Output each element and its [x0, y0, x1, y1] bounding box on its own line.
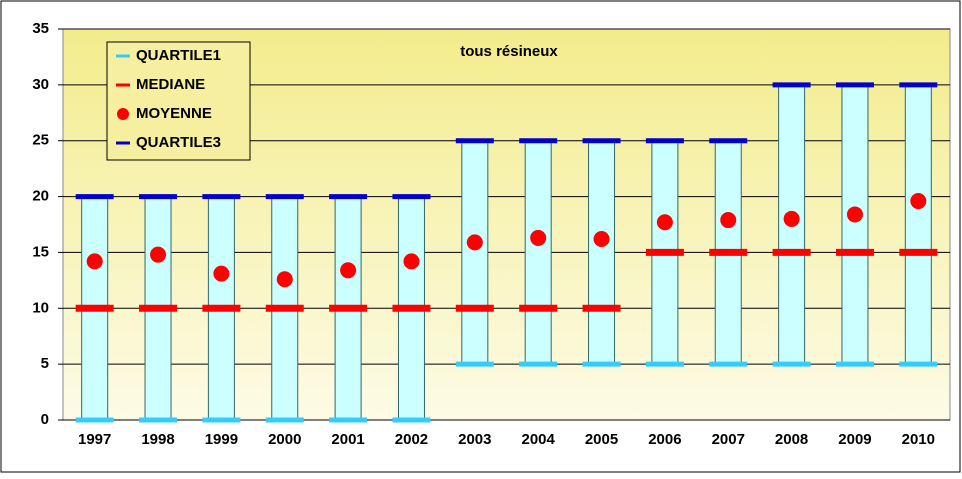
box: [524, 140, 552, 365]
box: [904, 84, 932, 365]
x-tick-label: 2001: [331, 431, 364, 448]
y-tick-label: 5: [41, 355, 49, 372]
box: [841, 84, 869, 365]
mean-dot: [466, 234, 483, 251]
y-tick-label: 35: [32, 20, 49, 37]
mean-dot: [403, 253, 420, 270]
mean-dot: [340, 262, 357, 279]
x-tick-label: 2007: [712, 431, 745, 448]
x-tick-label: 2000: [268, 431, 301, 448]
y-tick-label: 15: [32, 243, 49, 260]
mean-dot: [910, 193, 927, 210]
x-tick-label: 2009: [838, 431, 871, 448]
chart-title: tous résineux: [460, 43, 558, 60]
box: [461, 140, 489, 365]
mean-dot: [150, 246, 167, 263]
legend-label: MOYENNE: [136, 105, 212, 122]
x-tick-label: 1999: [205, 431, 238, 448]
mean-dot: [276, 271, 293, 288]
mean-dot: [656, 214, 673, 231]
x-tick-label: 2004: [521, 431, 555, 448]
y-tick-label: 30: [32, 76, 49, 93]
x-tick-label: 1997: [78, 431, 111, 448]
legend-label: MEDIANE: [136, 76, 205, 93]
mean-dot: [720, 212, 737, 229]
y-tick-label: 25: [32, 132, 49, 149]
x-tick-label: 1998: [141, 431, 174, 448]
legend-label: QUARTILE3: [136, 134, 221, 151]
legend-swatch: [117, 108, 129, 120]
mean-dot: [213, 265, 230, 282]
mean-dot: [593, 231, 610, 248]
box: [588, 140, 616, 365]
x-tick-label: 2002: [395, 431, 428, 448]
x-tick-label: 2006: [648, 431, 681, 448]
mean-dot: [86, 253, 103, 270]
x-tick-label: 2010: [902, 431, 935, 448]
legend: [106, 41, 251, 161]
x-tick-label: 2003: [458, 431, 491, 448]
x-tick-label: 2008: [775, 431, 808, 448]
y-tick-label: 20: [32, 188, 49, 205]
mean-dot: [846, 206, 863, 223]
y-tick-label: 10: [32, 299, 49, 316]
y-tick-label: 0: [41, 411, 49, 428]
mean-dot: [783, 210, 800, 227]
legend-label: QUARTILE1: [136, 47, 221, 64]
mean-dot: [530, 229, 547, 246]
x-tick-label: 2005: [585, 431, 618, 448]
